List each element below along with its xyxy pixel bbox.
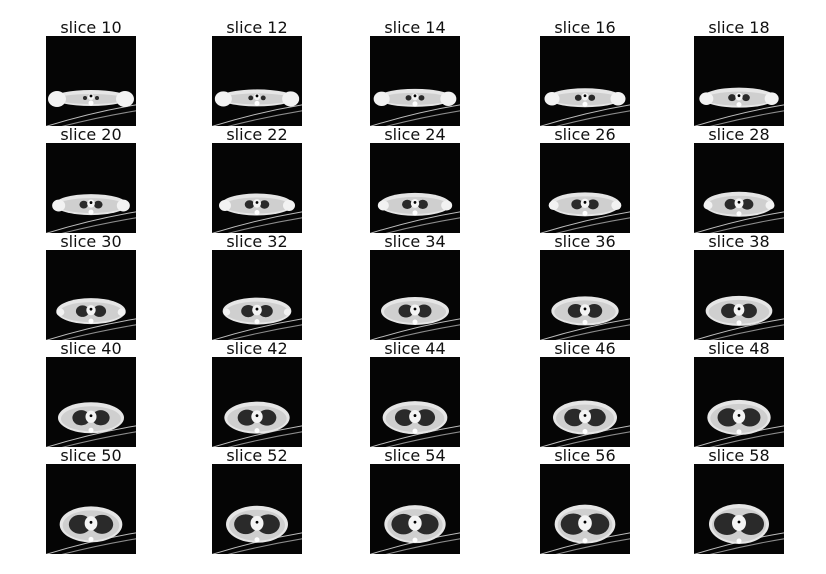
ct-slice-image	[46, 464, 136, 554]
slice-title: slice 40	[60, 339, 122, 358]
ct-slice-image	[540, 143, 630, 233]
slice-panel: slice 30	[31, 232, 151, 356]
slice-title: slice 44	[384, 339, 446, 358]
slice-title: slice 46	[554, 339, 616, 358]
slice-title: slice 14	[384, 18, 446, 37]
ct-slice-image	[540, 464, 630, 554]
slice-title: slice 22	[226, 125, 288, 144]
slice-title: slice 58	[708, 446, 770, 465]
ct-slice-image	[46, 357, 136, 447]
slice-panel: slice 52	[197, 446, 317, 570]
ct-slice-image	[212, 357, 302, 447]
slice-panel: slice 28	[679, 125, 799, 249]
slice-panel: slice 38	[679, 232, 799, 356]
ct-slice-image	[694, 36, 784, 126]
slice-panel: slice 10	[31, 18, 151, 142]
slice-title: slice 56	[554, 446, 616, 465]
slice-title: slice 34	[384, 232, 446, 251]
slice-panel: slice 58	[679, 446, 799, 570]
slice-title: slice 52	[226, 446, 288, 465]
ct-slice-image	[370, 143, 460, 233]
slice-title: slice 26	[554, 125, 616, 144]
slice-title: slice 18	[708, 18, 770, 37]
ct-slice-image	[694, 357, 784, 447]
ct-slice-image	[540, 357, 630, 447]
slice-title: slice 16	[554, 18, 616, 37]
slice-panel: slice 34	[355, 232, 475, 356]
slice-title: slice 54	[384, 446, 446, 465]
ct-slice-image	[694, 464, 784, 554]
slice-title: slice 10	[60, 18, 122, 37]
ct-slice-image	[46, 143, 136, 233]
slice-panel: slice 14	[355, 18, 475, 142]
slice-title: slice 42	[226, 339, 288, 358]
slice-title: slice 12	[226, 18, 288, 37]
ct-slice-image	[46, 250, 136, 340]
slice-title: slice 48	[708, 339, 770, 358]
slice-panel: slice 44	[355, 339, 475, 463]
slice-panel: slice 54	[355, 446, 475, 570]
slice-title: slice 36	[554, 232, 616, 251]
ct-slice-image	[212, 250, 302, 340]
ct-slice-image	[212, 143, 302, 233]
slice-title: slice 32	[226, 232, 288, 251]
slice-title: slice 28	[708, 125, 770, 144]
ct-slice-image	[694, 143, 784, 233]
ct-slice-image	[212, 36, 302, 126]
slice-panel: slice 22	[197, 125, 317, 249]
slice-panel: slice 46	[525, 339, 645, 463]
slice-panel: slice 12	[197, 18, 317, 142]
ct-slice-image	[370, 250, 460, 340]
ct-slice-image	[212, 464, 302, 554]
slice-title: slice 30	[60, 232, 122, 251]
slice-panel: slice 42	[197, 339, 317, 463]
slice-title: slice 38	[708, 232, 770, 251]
slice-panel: slice 18	[679, 18, 799, 142]
slice-panel: slice 26	[525, 125, 645, 249]
slice-panel: slice 48	[679, 339, 799, 463]
ct-slice-image	[370, 36, 460, 126]
slice-panel: slice 40	[31, 339, 151, 463]
slice-panel: slice 32	[197, 232, 317, 356]
slice-panel: slice 50	[31, 446, 151, 570]
slice-panel: slice 24	[355, 125, 475, 249]
slice-title: slice 24	[384, 125, 446, 144]
slice-panel: slice 56	[525, 446, 645, 570]
ct-slice-image	[370, 357, 460, 447]
slice-panel: slice 16	[525, 18, 645, 142]
slice-panel: slice 20	[31, 125, 151, 249]
slice-title: slice 50	[60, 446, 122, 465]
slice-title: slice 20	[60, 125, 122, 144]
ct-slice-image	[370, 464, 460, 554]
ct-slice-image	[694, 250, 784, 340]
ct-slice-image	[46, 36, 136, 126]
slice-panel: slice 36	[525, 232, 645, 356]
ct-slice-image	[540, 36, 630, 126]
ct-slice-image	[540, 250, 630, 340]
